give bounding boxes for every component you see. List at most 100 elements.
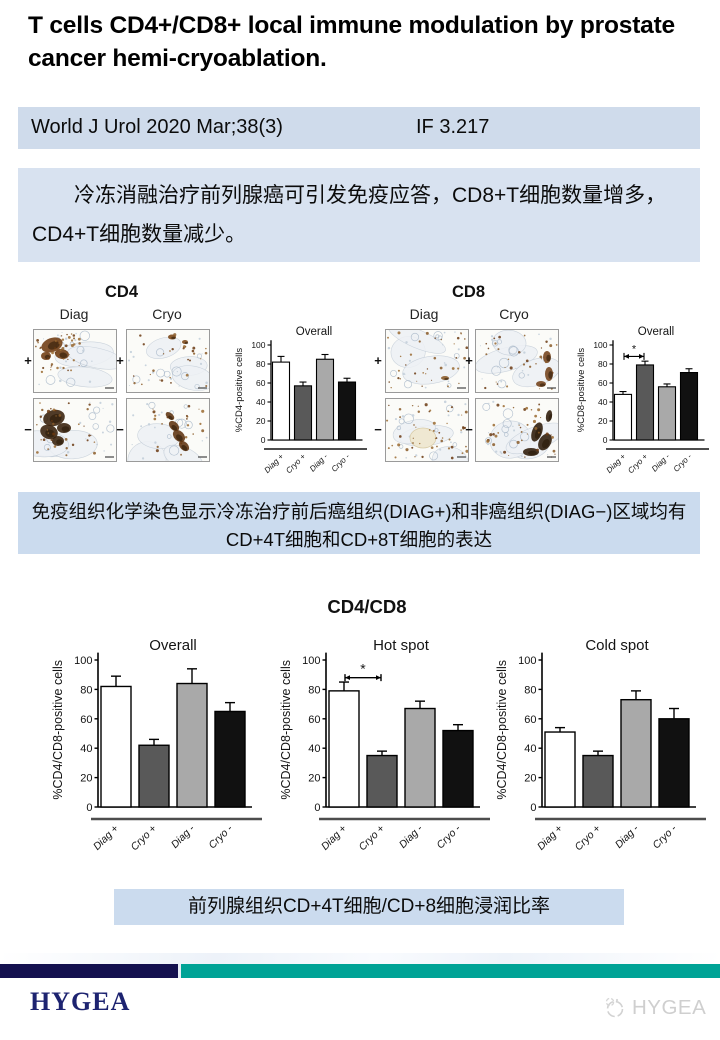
svg-text:Diag -: Diag - <box>650 452 672 474</box>
svg-text:Hot spot: Hot spot <box>373 637 430 654</box>
cd8-overall-chart: 0 20 40 60 80 100 Diag +Cryo + Diag - Cryo - Over… <box>577 326 709 475</box>
summary-text: 冷冻消融治疗前列腺癌可引发免疫应答，CD8+T细胞数量增多，CD4+T细胞数量减… <box>32 184 667 246</box>
svg-text:Diag +: Diag + <box>535 823 565 853</box>
cd8-diag-negative-image <box>385 398 469 462</box>
cd4-panel-title: CD4 <box>104 283 138 301</box>
cd8-diag-positive-image <box>385 329 469 393</box>
svg-text:60: 60 <box>308 714 320 726</box>
cd8-row-plus-sign: + <box>465 353 473 368</box>
cd8-row-minus-sign: − <box>465 422 473 437</box>
cd4-cryo-positive-image <box>126 329 210 393</box>
svg-text:Cryo -: Cryo - <box>434 822 463 851</box>
svg-text:100: 100 <box>518 655 536 667</box>
svg-text:100: 100 <box>251 340 265 350</box>
svg-text:0: 0 <box>314 802 320 814</box>
svg-text:20: 20 <box>598 416 608 426</box>
svg-text:Cryo -: Cryo - <box>330 452 352 474</box>
hygea-watermark-icon <box>605 997 624 1018</box>
svg-text:Diag +: Diag + <box>91 823 121 853</box>
svg-text:100: 100 <box>302 655 320 667</box>
cd4-diag-positive-image <box>33 329 117 393</box>
svg-text:100: 100 <box>593 340 607 350</box>
svg-text:Cold spot: Cold spot <box>585 637 649 654</box>
journal-bar: World J Urol 2020 Mar;38(3) IF 3.217 <box>18 107 700 149</box>
hygea-watermark: HYGEA <box>602 995 706 1020</box>
svg-text:Diag +: Diag + <box>263 452 286 475</box>
svg-text:Cryo -: Cryo - <box>672 452 694 474</box>
svg-text:%CD8-positive cells: %CD8-positive cells <box>577 348 587 433</box>
impact-factor: IF 3.217 <box>416 116 490 138</box>
footer-bar-gap <box>178 964 181 978</box>
cd8-col-header-diag: Diag <box>409 306 439 322</box>
cd8-panel-title: CD8 <box>451 283 485 301</box>
cd4-overall-chart: 0 20 40 60 80 100 Diag +Cryo + Diag - Cryo - Over… <box>235 326 367 475</box>
ratio-hotspot-chart: 0 20 40 60 80 100 Diag + Cryo + Diag - Cryo - Hot … <box>279 637 490 853</box>
cd4-cryo-negative-image <box>126 398 210 462</box>
cd4-diag-negative-image <box>33 398 117 462</box>
hygea-watermark-text: HYGEA <box>632 995 707 1019</box>
svg-text:Overall: Overall <box>149 637 197 654</box>
svg-text:20: 20 <box>308 773 320 785</box>
ratio-caption: 前列腺组织CD+4T细胞/CD+8细胞浸润比率 <box>114 889 624 925</box>
svg-text:%CD4/CD8-positive cells: %CD4/CD8-positive cells <box>495 660 509 800</box>
svg-text:60: 60 <box>80 714 92 726</box>
page-title: T cells CD4+/CD8+ local immune modulatio… <box>28 12 675 72</box>
svg-text:40: 40 <box>598 397 608 407</box>
hygea-logo: HYGEA <box>30 987 131 1016</box>
svg-text:40: 40 <box>80 743 92 755</box>
svg-text:40: 40 <box>524 743 536 755</box>
svg-text:20: 20 <box>524 773 536 785</box>
svg-text:Cryo +: Cryo + <box>626 452 649 475</box>
svg-text:Cryo +: Cryo + <box>573 823 604 854</box>
svg-text:%CD4-positive cells: %CD4-positive cells <box>235 348 245 433</box>
svg-text:60: 60 <box>256 378 266 388</box>
footer-bar <box>0 964 720 978</box>
svg-text:100: 100 <box>74 655 92 667</box>
svg-text:0: 0 <box>261 435 266 445</box>
ratio-overall-chart: 0 20 40 60 80 100 Diag + Cryo + Diag - Cryo - Over… <box>51 637 262 853</box>
svg-text:Diag -: Diag - <box>169 822 198 851</box>
svg-text:%CD4/CD8-positive cells: %CD4/CD8-positive cells <box>51 660 65 800</box>
cd8-cryo-negative-image <box>475 398 559 462</box>
svg-text:Diag +: Diag + <box>605 452 628 475</box>
ratio-coldspot-chart: 0 20 40 60 80 100 Diag + Cryo + Diag - Cryo - Cold… <box>495 637 706 854</box>
cd4-row-minus-sign: − <box>24 422 32 437</box>
svg-text:60: 60 <box>598 378 608 388</box>
svg-text:40: 40 <box>256 397 266 407</box>
svg-text:Diag -: Diag - <box>397 822 426 851</box>
svg-text:80: 80 <box>308 684 320 696</box>
ihc-figures-row: CD4 Diag Cryo + + − − 0 20 40 60 80 100 Diag +… <box>0 283 720 488</box>
svg-text:Diag +: Diag + <box>319 823 349 853</box>
svg-text:80: 80 <box>524 684 536 696</box>
svg-text:Diag -: Diag - <box>308 452 330 474</box>
svg-text:0: 0 <box>530 802 536 814</box>
cd4-row-plus-sign: + <box>24 353 32 368</box>
svg-text:60: 60 <box>524 714 536 726</box>
svg-text:*: * <box>360 661 366 677</box>
cd8-cryo-positive-image <box>475 329 559 393</box>
svg-text:20: 20 <box>80 773 92 785</box>
svg-text:0: 0 <box>86 802 92 814</box>
svg-text:Cryo -: Cryo - <box>650 822 679 851</box>
cd8-panel: CD8 Diag Cryo + + − − 0 20 40 60 80 100 Diag +… <box>362 283 712 488</box>
svg-text:%CD4/CD8-positive cells: %CD4/CD8-positive cells <box>279 660 293 800</box>
footer-bar-teal-segment <box>181 964 720 978</box>
cd4-panel: CD4 Diag Cryo + + − − 0 20 40 60 80 100 Diag +… <box>22 283 367 488</box>
footer-bar-navy-segment <box>0 964 178 978</box>
svg-text:40: 40 <box>308 743 320 755</box>
cd8-row-minus-sign: − <box>374 422 382 437</box>
cd8-col-header-cryo: Cryo <box>499 306 529 322</box>
cd4-col-header-diag: Diag <box>59 306 89 322</box>
svg-text:20: 20 <box>256 416 266 426</box>
ihc-caption: 免疫组织化学染色显示冷冻治疗前后癌组织(DIAG+)和非癌组织(DIAG−)区域… <box>18 492 700 554</box>
cd4-row-plus-sign: + <box>116 353 124 368</box>
cd4-row-minus-sign: − <box>116 422 124 437</box>
footer-accent-band <box>0 953 720 964</box>
cd8-row-plus-sign: + <box>374 353 382 368</box>
svg-text:Cryo +: Cryo + <box>284 452 307 475</box>
summary-block: 冷冻消融治疗前列腺癌可引发免疫应答，CD8+T细胞数量增多，CD4+T细胞数量减… <box>18 168 700 262</box>
svg-text:0: 0 <box>603 435 608 445</box>
svg-text:Overall: Overall <box>296 326 332 338</box>
svg-text:80: 80 <box>598 359 608 369</box>
